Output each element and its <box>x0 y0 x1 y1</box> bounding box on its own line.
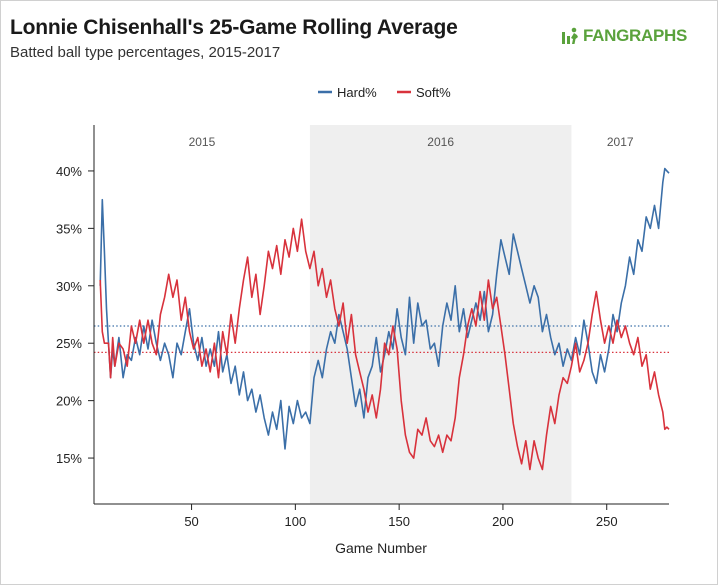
y-tick-label: 20% <box>56 394 82 409</box>
x-axis-label: Game Number <box>335 540 427 556</box>
axes: 15% 20% 25% 30% 35% 40% 50 100 150 200 250 <box>56 125 669 529</box>
season-label-2017: 2017 <box>607 135 634 149</box>
legend: Hard% Soft% <box>318 85 451 100</box>
x-tick-label: 250 <box>596 514 618 529</box>
y-tick-label: 35% <box>56 221 82 236</box>
chart-subtitle: Batted ball type percentages, 2015-2017 <box>10 44 281 61</box>
season-label-2015: 2015 <box>189 135 216 149</box>
x-tick-label: 50 <box>184 514 198 529</box>
series-lines <box>99 167 670 471</box>
x-tick-label: 200 <box>492 514 514 529</box>
y-tick-label: 25% <box>56 336 82 351</box>
season-label-2016: 2016 <box>427 135 454 149</box>
series-line-hard <box>99 167 670 450</box>
legend-label-soft: Soft% <box>416 85 451 100</box>
legend-label-hard: Hard% <box>337 85 377 100</box>
y-tick-label: 15% <box>56 451 82 466</box>
fangraphs-logo-icon <box>562 27 578 44</box>
x-tick-label: 100 <box>285 514 307 529</box>
y-tick-label: 40% <box>56 164 82 179</box>
x-tick-label: 150 <box>388 514 410 529</box>
y-tick-label: 30% <box>56 279 82 294</box>
fangraphs-brand-text: FANGRAPHS <box>583 26 688 45</box>
series-line-soft <box>99 218 670 471</box>
chart-title: Lonnie Chisenhall's 25-Game Rolling Aver… <box>10 16 458 39</box>
fangraphs-logo: FANGRAPHS <box>560 26 687 46</box>
